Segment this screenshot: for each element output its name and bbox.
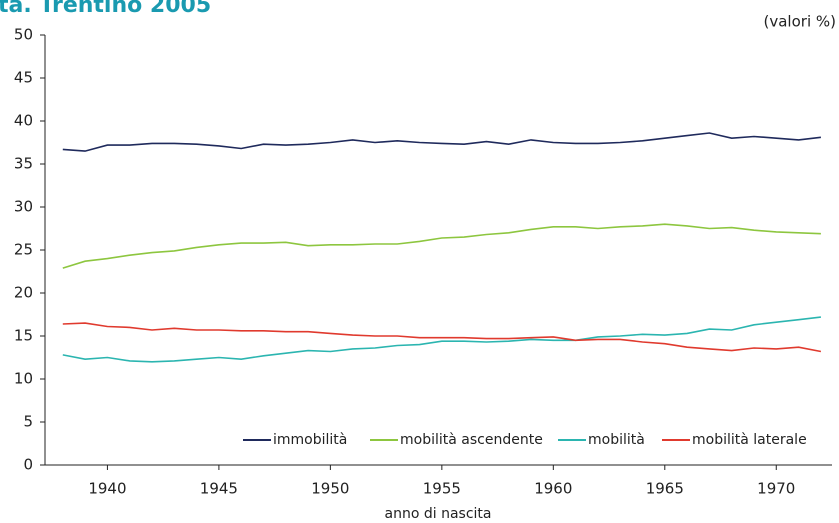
y-tick-label: 50 <box>14 26 33 44</box>
y-tick-label: 30 <box>14 198 33 216</box>
y-tick-label: 20 <box>14 284 33 302</box>
y-tick-label: 40 <box>14 112 33 130</box>
series-line <box>62 316 821 363</box>
x-tick-label: 1965 <box>646 480 684 498</box>
series-line <box>62 322 822 353</box>
legend-label: mobilità <box>588 432 645 448</box>
y-tick-label: 15 <box>14 327 33 345</box>
x-tick-label: 1955 <box>423 480 461 498</box>
series-line <box>62 223 821 269</box>
series-line <box>62 132 821 152</box>
x-tick-label: 1950 <box>311 480 349 498</box>
x-tick-label: 1960 <box>534 480 572 498</box>
y-tick-label: 45 <box>14 69 33 87</box>
y-tick-label: 5 <box>23 413 33 431</box>
legend-label: mobilità laterale <box>692 432 807 448</box>
y-tick-label: 35 <box>14 155 33 173</box>
x-tick-label: 1970 <box>757 480 795 498</box>
legend-label: mobilità ascendente <box>400 432 543 448</box>
y-tick-label: 10 <box>14 370 33 388</box>
y-tick-label: 25 <box>14 241 33 259</box>
y-tick-label: 0 <box>23 456 33 474</box>
x-tick-label: 1940 <box>88 480 126 498</box>
legend-label: immobilità <box>273 432 347 448</box>
x-axis-label: anno di nascita <box>385 506 492 522</box>
chart-title: ta. Trentino 2005 <box>0 0 211 18</box>
x-tick-label: 1945 <box>200 480 238 498</box>
unit-note: (valori %) <box>764 13 836 31</box>
